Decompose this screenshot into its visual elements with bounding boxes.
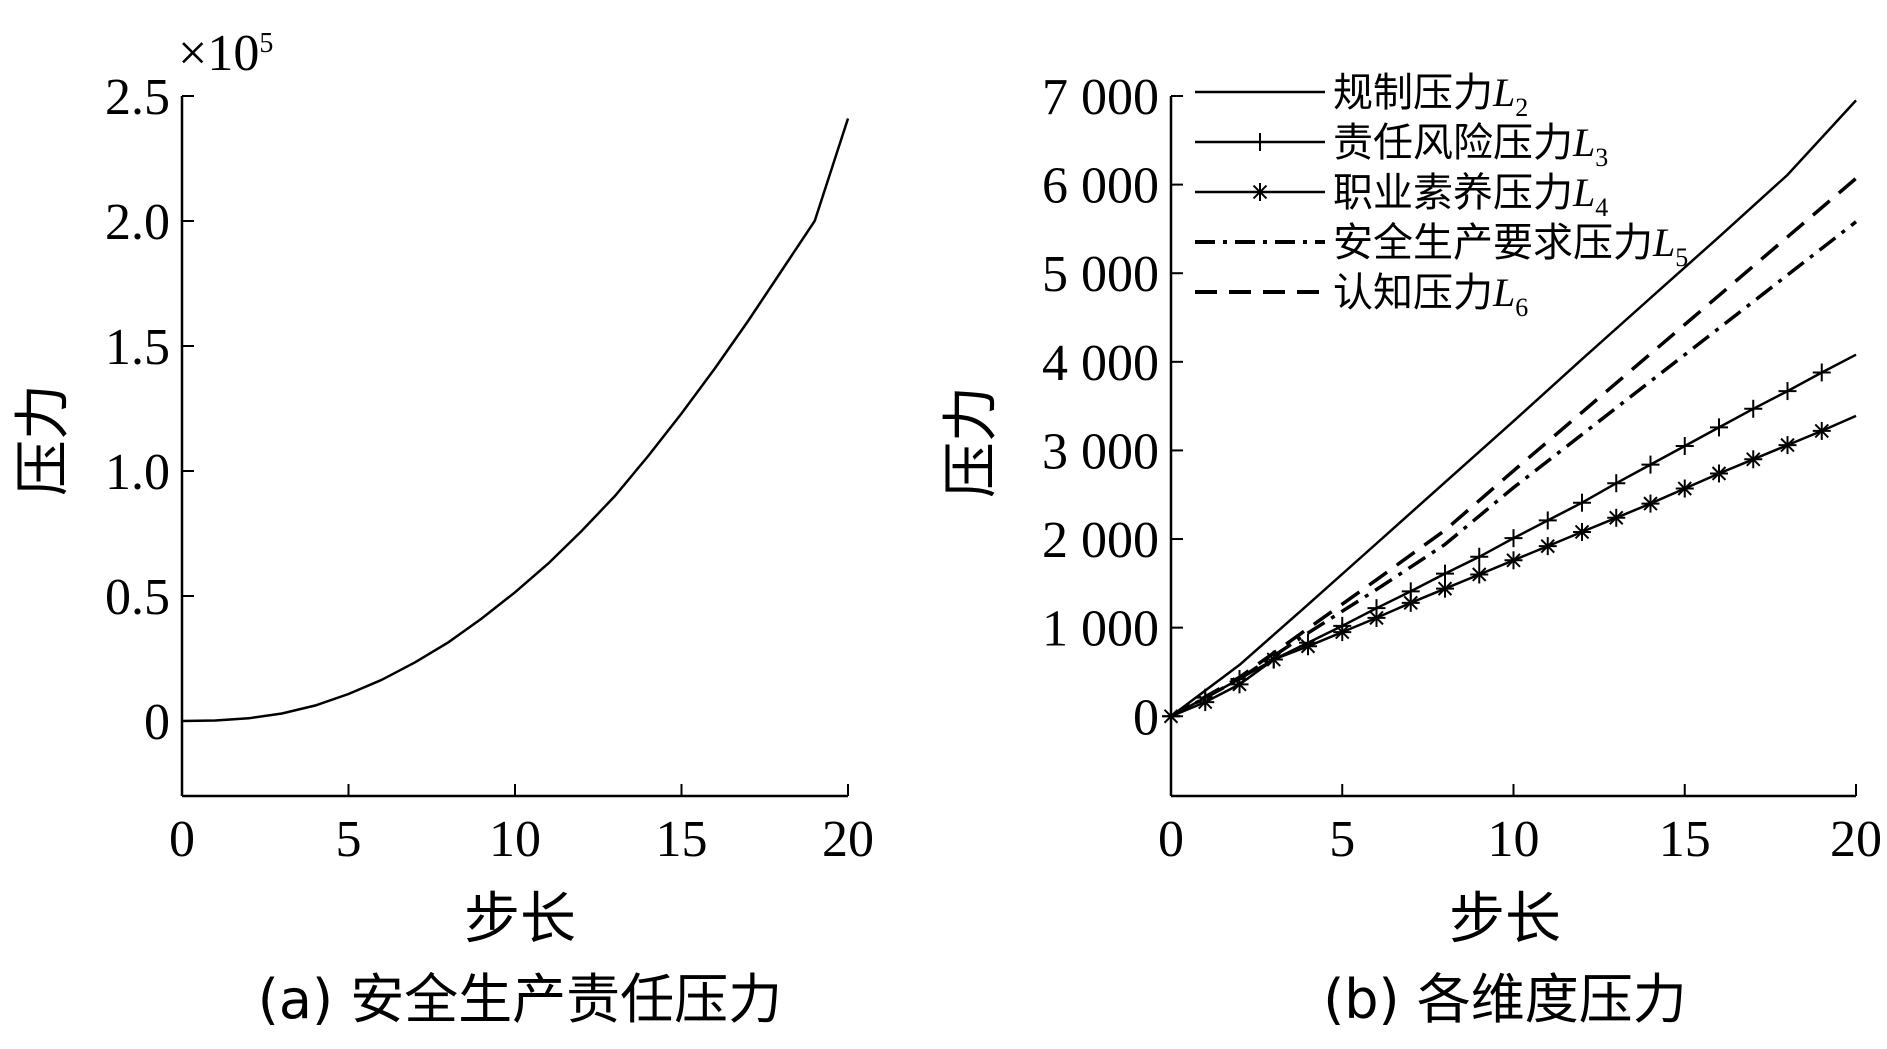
- panel-b-series-4-marker: [1744, 450, 1763, 469]
- panel-a-x-tick-label: 20: [822, 811, 874, 868]
- panel-b-series-4-marker: [1607, 508, 1626, 527]
- legend-entry-2: 规制压力L2: [1333, 70, 1528, 122]
- panel-b-chart: 0 5 10 15 20 0 1 000 2 000 3 000 4 000 5 000 6 000 7…: [939, 69, 1882, 1031]
- panel-b-series-4-marker: [1675, 479, 1694, 498]
- panel-b-series-4-marker: [1333, 623, 1352, 642]
- panel-a-x-tick-label: 0: [169, 811, 195, 868]
- panel-b-series-4-marker: [1367, 608, 1386, 627]
- panel-b-caption: (b) 各维度压力: [1323, 968, 1687, 1031]
- panel-a-y-tick-label: 2.0: [105, 194, 170, 251]
- panel-b-series-3-marker: [1538, 511, 1557, 530]
- panel-b-x-tick-label: 20: [1830, 811, 1882, 868]
- panel-a-x-tick-label: 10: [489, 811, 541, 868]
- panel-b-series-line-6: [1170, 177, 1858, 718]
- panel-a-series-line-0: [181, 118, 850, 723]
- panel-b-series-3-marker: [1641, 455, 1660, 474]
- panel-b-series-4-marker: [1401, 593, 1420, 612]
- panel-b-series-3-marker: [1573, 493, 1591, 512]
- panel-a-y-tick-label: 0.5: [105, 569, 170, 626]
- panel-b-series-3-marker: [1812, 363, 1831, 382]
- panel-b-series-3-marker: [1744, 399, 1763, 418]
- panel-a-y-tick-label: 2.5: [105, 69, 170, 126]
- panel-a-y-multiplier: ×105: [178, 25, 273, 82]
- panel-b-series: [1162, 99, 1858, 726]
- panel-b-series-3-marker: [1436, 564, 1454, 583]
- panel-a-y-tick-label: 1.0: [105, 444, 170, 501]
- panel-b-series-3-marker: [1778, 382, 1797, 401]
- panel-b-x-tick-label: 10: [1488, 811, 1540, 868]
- panel-b-y-axis-label: 压力: [939, 386, 1004, 498]
- legend-entry-3: 责任风险压力L3: [1333, 120, 1608, 172]
- panel-a-x-axis-label: 步长: [464, 887, 576, 952]
- panel-b-y-tick-label: 7 000: [1042, 69, 1159, 126]
- panel-b-series-line-5: [1170, 220, 1858, 718]
- legend-entry-5: 安全生产要求压力L5: [1333, 220, 1688, 272]
- panel-a-ticks: 0 5 10 15 20 0 0.5 1.0 1.5 2.0 2.5: [105, 69, 874, 868]
- panel-b-x-axis-label: 步长: [1449, 887, 1561, 952]
- panel-b-series-4-marker: [1812, 421, 1831, 440]
- panel-a-series: [181, 118, 850, 723]
- panel-b-series-3-marker: [1504, 529, 1523, 548]
- panel-b-series-4-marker: [1538, 537, 1557, 556]
- panel-a-y-tick-label: 1.5: [105, 319, 170, 376]
- panel-b-y-tick-label: 0: [1133, 689, 1159, 746]
- panel-a-chart: 0 5 10 15 20 0 0.5 1.0 1.5 2.0 2.5 ×105 步长 压力 (a) …: [11, 25, 874, 1031]
- panel-a-axes: [180, 96, 848, 798]
- panel-b-x-tick-label: 5: [1329, 811, 1355, 868]
- panel-a-y-axis-label: 压力: [11, 384, 76, 496]
- panel-b-series-4-marker: [1299, 637, 1317, 656]
- panel-b-series-4-marker: [1436, 579, 1454, 598]
- panel-b-series-3-marker: [1675, 437, 1694, 455]
- panel-a-x-tick-label: 5: [336, 811, 362, 868]
- panel-b-series-4-marker: [1641, 494, 1660, 513]
- legend-4-marker: [1251, 183, 1269, 201]
- panel-b-ticks: 0 5 10 15 20 0 1 000 2 000 3 000 4 000 5 000 6 000 7…: [1042, 69, 1882, 868]
- panel-b-y-tick-label: 6 000: [1042, 158, 1159, 215]
- panel-b-series-3-marker: [1470, 547, 1489, 566]
- panel-b-y-tick-label: 1 000: [1042, 601, 1159, 658]
- panel-a-x-tick-label: 15: [656, 811, 708, 868]
- panel-a-caption: (a) 安全生产责任压力: [258, 968, 782, 1031]
- legend-3-marker: [1251, 133, 1269, 151]
- panel-b-x-tick-label: 0: [1158, 811, 1184, 868]
- panel-b-y-tick-label: 2 000: [1042, 512, 1159, 569]
- panel-b-series-4-marker: [1778, 436, 1797, 455]
- legend-entry-6: 认知压力L6: [1333, 270, 1528, 322]
- panel-b-series-4-marker: [1470, 565, 1489, 584]
- panel-b-series-3-marker: [1710, 418, 1728, 437]
- legend-entry-4: 职业素养压力L4: [1333, 170, 1608, 222]
- panel-b-series-line-2: [1170, 99, 1857, 718]
- panel-b-y-tick-label: 4 000: [1042, 335, 1159, 392]
- panel-b-y-tick-label: 5 000: [1042, 246, 1159, 303]
- panel-b-series-4-marker: [1573, 522, 1591, 541]
- panel-b-series-4-marker: [1504, 551, 1523, 570]
- panel-b-x-tick-label: 15: [1659, 811, 1711, 868]
- panel-a-y-tick-label: 0: [144, 694, 170, 751]
- panel-b-y-tick-label: 3 000: [1042, 423, 1159, 480]
- panel-b-series-4-marker: [1710, 464, 1728, 483]
- panel-b-series-3-marker: [1607, 474, 1626, 493]
